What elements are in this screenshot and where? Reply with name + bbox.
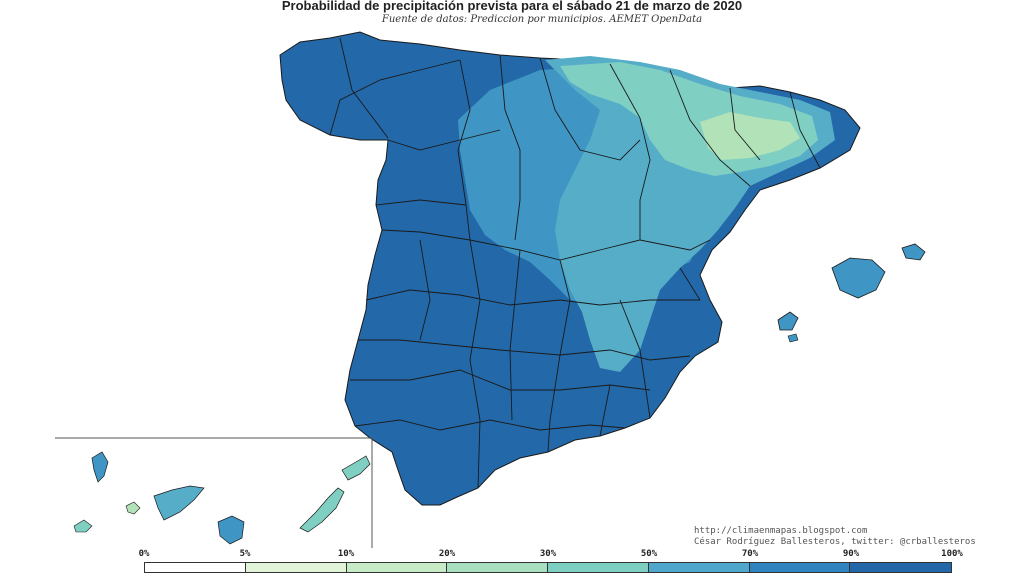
island-mallorca (831, 257, 886, 299)
legend-color-segment (850, 563, 951, 572)
island-fuerteventura (299, 487, 345, 533)
legend-color-segment (346, 563, 448, 572)
legend-color-segment (447, 563, 548, 572)
legend-tick-label: 0% (138, 549, 150, 559)
legend-tick-label: 20% (438, 549, 456, 559)
legend-tick-label: 30% (539, 549, 557, 559)
island-lanzarote (341, 455, 371, 481)
credit-author: César Rodríguez Ballesteros, twitter: @c… (694, 537, 976, 547)
legend-tick-label: 70% (741, 549, 759, 559)
legend-tick-label: 50% (640, 549, 658, 559)
canary-inset-frame (55, 437, 373, 548)
legend-color-segment (548, 563, 649, 572)
legend-tick-label: 90% (842, 549, 860, 559)
credit-url: http://climaenmapas.blogspot.com (694, 526, 868, 536)
island-gran-canaria (217, 515, 245, 545)
province-borders (329, 37, 821, 489)
legend-tick-label: 10% (337, 549, 355, 559)
map-subtitle: Fuente de datos: Prediccion por municipi… (381, 14, 703, 25)
island-la-gomera (125, 501, 141, 515)
legend-color-segment (648, 563, 750, 572)
map-title: Probabilidad de precipitación prevista p… (281, 0, 743, 13)
island-tenerife (153, 485, 205, 521)
legend-color-segment (145, 563, 246, 572)
legend-color-segment (245, 563, 347, 572)
island-ibiza (777, 311, 799, 331)
island-formentera (787, 333, 799, 343)
island-el-hierro (73, 519, 93, 533)
legend-bar (144, 562, 952, 573)
legend-tick-label: 5% (239, 549, 251, 559)
zone-ebro-very-low (700, 112, 800, 160)
island-la-palma (91, 451, 109, 483)
legend-labels: 0% 5% 10% 20% 30% 50% 70% 90% 100% (0, 549, 1024, 561)
legend-tick-label: 100% (941, 549, 963, 559)
legend-color-segment (749, 563, 851, 572)
island-menorca (901, 243, 926, 261)
